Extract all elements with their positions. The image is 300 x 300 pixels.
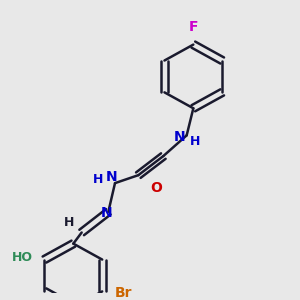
Text: Br: Br (115, 286, 133, 300)
Text: N: N (101, 206, 112, 220)
Text: N: N (174, 130, 186, 144)
Text: F: F (189, 20, 198, 34)
Text: H: H (93, 173, 104, 186)
Text: H: H (64, 216, 74, 230)
Text: N: N (106, 170, 118, 184)
Text: HO: HO (12, 251, 33, 265)
Text: O: O (150, 182, 162, 196)
Text: H: H (190, 135, 200, 148)
